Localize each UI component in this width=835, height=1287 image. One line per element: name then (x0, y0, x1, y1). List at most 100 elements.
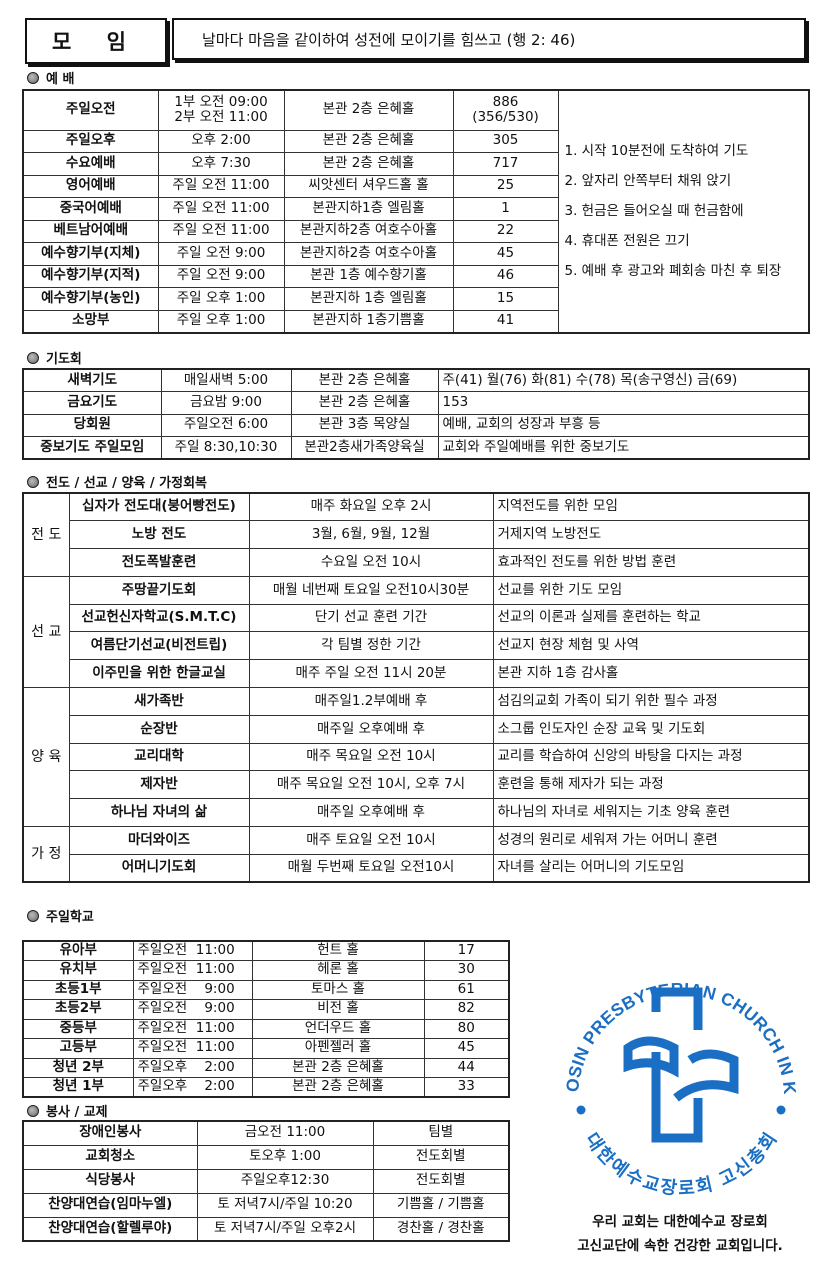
department-name: 초등1부 (22, 979, 134, 1000)
table-row: 어머니기도회 매월 두번째 토요일 오전10시 자녀를 살리는 어머니의 기도모임 (23, 853, 810, 883)
service-activity: 찬양대연습(할렐루야) (22, 1216, 198, 1242)
table-row: 제자반 매주 목요일 오전 10시, 오후 7시 훈련을 통해 제자가 되는 과정 (23, 770, 810, 800)
service-name: 주일오후 (22, 129, 159, 153)
service-time: 주일 오전 9:00 (157, 264, 285, 288)
department-name: 유치부 (22, 960, 134, 981)
group-label: 전 도 (22, 492, 70, 577)
table-row: 초등2부 주일오전 9:00 비전 홀 82 (22, 999, 510, 1020)
service-time: 주일 오후 1:00 (157, 309, 285, 333)
page-title: 모 임 (25, 18, 167, 64)
program-description: 하나님의 자녀로 세워지는 기초 양육 훈련 (492, 798, 810, 828)
service-time: 오후 7:30 (157, 152, 285, 176)
section-worship: 예 배 (27, 68, 74, 87)
department-name: 청년 2부 (22, 1057, 134, 1078)
program-description: 본관 지하 1층 감사홀 (492, 659, 810, 689)
program-description: 훈련을 통해 제자가 되는 과정 (492, 770, 810, 800)
activity-time: 주일오후12:30 (196, 1168, 374, 1194)
activity-place: 기쁨홀 / 기쁨홀 (372, 1192, 510, 1218)
service-name: 영어예배 (22, 174, 159, 198)
table-row: 교리대학 매주 목요일 오전 10시 교리를 학습하여 신앙의 바탕을 다지는 과정 (23, 742, 810, 772)
service-activity: 교회청소 (22, 1144, 198, 1170)
table-row: 당회원 주일오전 6:00 본관 3층 목양실 예배, 교회의 성장과 부흥 등 (22, 413, 810, 437)
attendance-count: 82 (423, 999, 510, 1020)
logo-dot-left (576, 1105, 586, 1115)
table-row: 유아부 주일오전 11:00 헌트 홀 17 (22, 940, 510, 961)
activity-time: 금오전 11:00 (196, 1120, 374, 1146)
program-time: 매월 두번째 토요일 오전10시 (248, 853, 494, 883)
program-description: 선교의 이론과 실제를 훈련하는 학교 (492, 603, 810, 633)
meeting-name: 당회원 (22, 413, 162, 437)
program-name: 하나님 자녀의 삶 (68, 798, 250, 828)
program-description: 섬김의교회 가족이 되기 위한 필수 과정 (492, 687, 810, 716)
program-name: 노방 전도 (68, 520, 250, 550)
service-name: 중국어예배 (22, 197, 159, 221)
department-place: 헌트 홀 (251, 940, 425, 961)
table-row: 가 정 마더와이즈 매주 토요일 오전 10시 성경의 원리로 세워져 가는 어머니 … (22, 826, 810, 883)
meeting-place: 본관 2층 은혜홀 (290, 368, 439, 392)
program-description: 교리를 학습하여 신앙의 바탕을 다지는 과정 (492, 742, 810, 772)
caption-line: 우리 교회는 대한예수교 장로회 (592, 1214, 768, 1230)
section-prayer: 기도회 (27, 348, 82, 367)
motto-text: 날마다 마음을 같이하여 성전에 모이기를 힘쓰고 (행 2: 46) (202, 30, 576, 49)
service-place: 씨앗센터 셔우드홀 홀 (283, 174, 454, 198)
service-place: 본관지하2층 여호수아홀 (283, 242, 454, 266)
service-place: 본관지하2층 여호수아홀 (283, 219, 454, 243)
activity-place: 전도회별 (372, 1168, 510, 1194)
section-label: 봉사 / 교제 (46, 1105, 108, 1120)
service-name: 예수향기부(농인) (22, 287, 159, 311)
table-row: 청년 1부 주일오후 2:00 본관 2층 은혜홀 33 (22, 1077, 510, 1098)
table-row: 예수향기부(지체) 주일 오전 9:00 본관지하2층 여호수아홀 45 (22, 242, 809, 266)
service-name: 소망부 (22, 309, 159, 333)
service-time: 주일 오전 11:00 (157, 219, 285, 243)
program-description: 성경의 원리로 세워져 가는 어머니 훈련 (492, 826, 810, 855)
table-row: 중국어예배 주일 오전 11:00 본관지하1층 엘림홀 1 (22, 197, 809, 221)
table-row: 예수향기부(농인) 주일 오후 1:00 본관지하 1층 엘림홀 15 (22, 287, 809, 311)
attendance-count: 46 (452, 264, 559, 288)
program-name: 여름단기선교(비전트립) (68, 631, 250, 661)
department-place: 비전 홀 (251, 999, 425, 1020)
department-time: 주일오전 11:00 (132, 1018, 253, 1039)
caption-line: 고신교단에 속한 건강한 교회입니다. (577, 1238, 783, 1254)
program-time: 단기 선교 훈련 기간 (248, 603, 494, 633)
meeting-note: 153 (437, 391, 810, 415)
attendance-count: 45 (423, 1038, 510, 1059)
program-name: 이주민을 위한 한글교실 (68, 659, 250, 689)
section-service: 봉사 / 교제 (27, 1101, 108, 1120)
service-place: 본관 2층 은혜홀 (283, 129, 454, 153)
meeting-name: 중보기도 주일모임 (22, 436, 162, 460)
department-place: 토마스 홀 (251, 979, 425, 1000)
attendance-count: 886 (356/530) (452, 89, 559, 131)
attendance-count: 22 (452, 219, 559, 243)
meeting-time: 주일 8:30,10:30 (160, 436, 292, 460)
program-description: 효과적인 전도를 위한 방법 훈련 (492, 548, 810, 577)
service-time: 주일 오전 11:00 (157, 197, 285, 221)
program-time: 매주 주일 오전 11시 20분 (248, 659, 494, 689)
table-row: 소망부 주일 오후 1:00 본관지하 1층기쁨홀 41 (22, 309, 809, 333)
program-description: 자녀를 살리는 어머니의 기도모임 (492, 853, 810, 883)
sunday-school-table: 유아부 주일오전 11:00 헌트 홀 17 유치부 주일오전 11:00 헤론 홀 30 초등… (22, 940, 510, 1098)
service-table: 장애인봉사 금오전 11:00 팀별 교회청소 토오후 1:00 전도회별 식당봉사 주일오후… (22, 1120, 510, 1242)
bullet-icon (27, 351, 39, 364)
program-description: 선교를 위한 기도 모임 (492, 575, 810, 605)
department-name: 유아부 (22, 940, 134, 961)
table-row: 유치부 주일오전 11:00 헤론 홀 30 (22, 960, 510, 981)
section-label: 기도회 (46, 352, 82, 367)
bullet-icon (27, 475, 39, 488)
section-label: 예 배 (46, 72, 75, 87)
service-time: 오후 2:00 (157, 129, 285, 153)
program-time: 3월, 6월, 9월, 12월 (248, 520, 494, 550)
department-time: 주일오전 9:00 (132, 979, 253, 1000)
department-time: 주일오후 2:00 (132, 1077, 253, 1098)
group-label: 가 정 (22, 826, 70, 883)
table-row: 선교헌신자학교(S.M.T.C) 단기 선교 훈련 기간 선교의 이론과 실제를 훈… (23, 603, 810, 633)
table-row: 장애인봉사 금오전 11:00 팀별 (22, 1120, 510, 1146)
section-sunday-school: 주일학교 (27, 906, 94, 925)
department-time: 주일오후 2:00 (132, 1057, 253, 1078)
table-row: 선 교 주땅끝기도회 매월 네번째 토요일 오전10시30분 선교를 위한 기도 모임 (22, 575, 810, 689)
attendance-count: 41 (452, 309, 559, 333)
section-label: 전도 / 선교 / 양육 / 가정회복 (46, 476, 207, 491)
meeting-name: 새벽기도 (22, 368, 162, 392)
table-row: 청년 2부 주일오후 2:00 본관 2층 은혜홀 44 (22, 1057, 510, 1078)
program-time: 매주 목요일 오전 10시 (248, 742, 494, 772)
service-place: 본관지하 1층 엘림홀 (283, 287, 454, 311)
